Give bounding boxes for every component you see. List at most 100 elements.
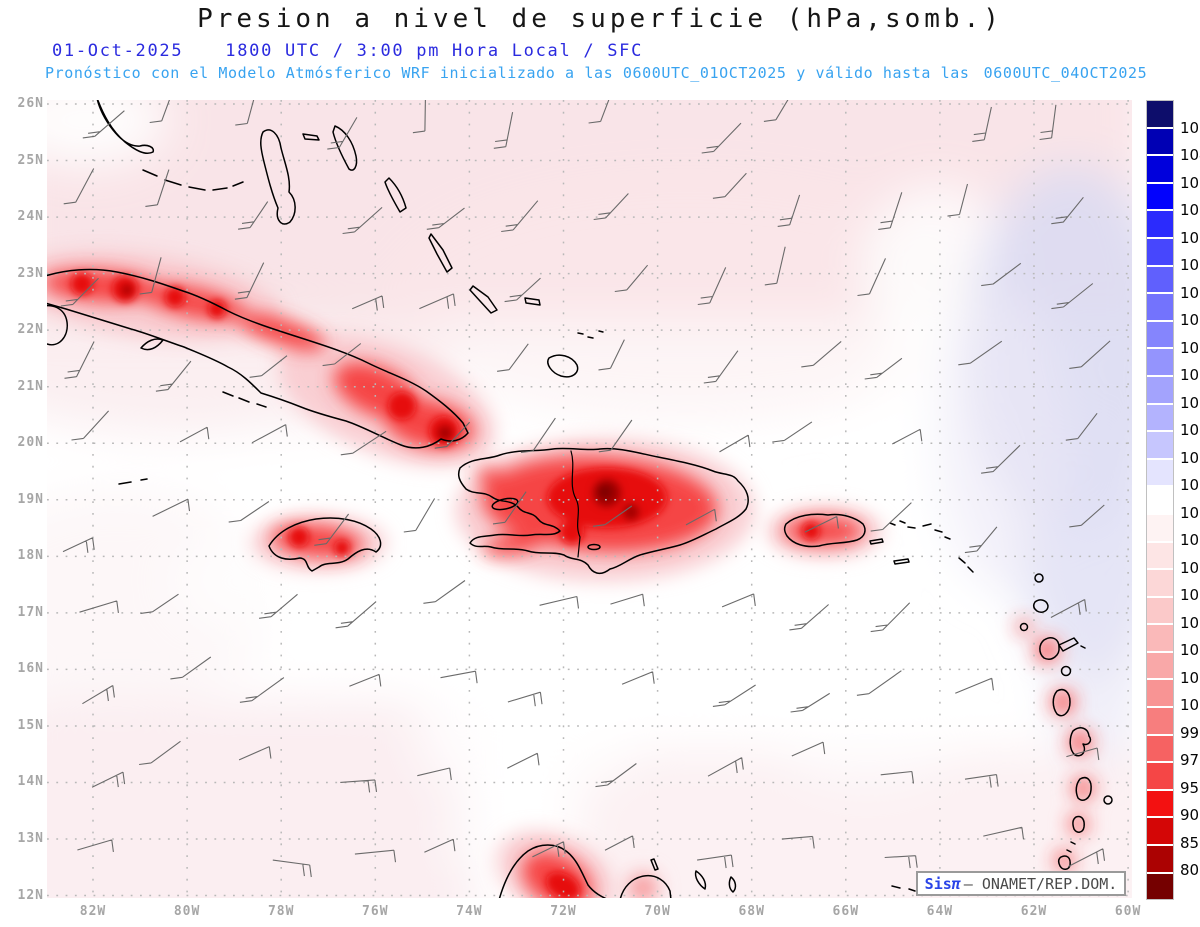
coast-guajira <box>498 844 607 898</box>
lon-tick-label: 62W <box>1020 904 1048 919</box>
colorbar-segment <box>1147 680 1173 707</box>
forecast-time: 1800 UTC / 3:00 pm Hora Local / SFC <box>225 41 644 61</box>
colorbar-segment <box>1147 404 1173 431</box>
colorbar-segment <box>1147 321 1173 348</box>
coastlines <box>47 100 1113 898</box>
coast-puerto-rico <box>783 513 866 548</box>
coast-barbuda <box>1034 573 1044 583</box>
brand-pi-symbol: π <box>951 874 961 893</box>
wind-barbs <box>60 100 1111 878</box>
border-haiti-dr <box>570 450 581 558</box>
brand-sis: Sis <box>924 874 952 893</box>
colorbar-label: 800 <box>1180 861 1200 880</box>
lon-tick-label: 68W <box>738 904 765 919</box>
coast-cuban-cays <box>222 391 267 408</box>
lon-tick-label: 76W <box>362 904 389 919</box>
colorbar-segment <box>1147 652 1173 679</box>
lon-tick-label: 72W <box>550 904 577 919</box>
coast-great-inagua <box>547 354 579 378</box>
page-title: Presion a nivel de superficie (hPa,somb.… <box>197 4 1003 34</box>
coast-zapata <box>140 338 164 351</box>
lat-tick-label: 24N <box>17 209 44 225</box>
pressure-map-svg <box>47 100 1132 898</box>
lat-tick-label: 20N <box>17 435 44 451</box>
coast-florida <box>96 100 155 154</box>
colorbar-label: 1022 <box>1180 283 1200 302</box>
lat-tick-label: 16N <box>17 661 44 677</box>
colorbar-segment <box>1147 101 1173 127</box>
colorbar-label: 1050 <box>1180 118 1200 137</box>
coast-cuba <box>47 268 469 449</box>
lon-tick-label: 82W <box>79 904 107 919</box>
colorbar-segment <box>1147 432 1173 458</box>
coast-martinique <box>1069 727 1092 757</box>
colorbar-label: 970 <box>1180 751 1200 770</box>
lat-tick-label: 12N <box>17 887 44 903</box>
lat-tick-label: 21N <box>17 378 44 394</box>
colorbar-label: 1028 <box>1180 228 1200 247</box>
colorbar-segment <box>1147 156 1173 182</box>
colorbar-segment <box>1147 873 1173 900</box>
colorbar-label: 1020 <box>1180 311 1200 330</box>
lon-tick-label: 66W <box>832 904 860 919</box>
pressure-colorbar <box>1146 100 1174 900</box>
coast-jamaica <box>268 517 382 572</box>
colorbar-label: 1018 <box>1180 366 1200 385</box>
lake-enriquillo <box>587 543 601 551</box>
forecast-date: 01-Oct-2025 <box>52 41 184 61</box>
lat-tick-label: 14N <box>17 774 44 790</box>
lat-tick-label: 23N <box>17 265 44 281</box>
coast-st-vincent <box>1072 815 1085 833</box>
colorbar-segment <box>1147 487 1173 513</box>
lon-tick-label: 74W <box>456 904 483 919</box>
colorbar-label: 1014 <box>1180 476 1200 495</box>
coast-long-island <box>428 233 453 273</box>
colorbar-segment <box>1147 735 1173 762</box>
coast-paraguana <box>619 874 672 898</box>
colorbar-label: 1030 <box>1180 201 1200 220</box>
lat-tick-label: 18N <box>17 548 44 564</box>
colorbar-segment <box>1147 183 1173 210</box>
terrain-pressure-dark-cores <box>122 285 639 520</box>
coast-montserrat <box>1019 622 1029 632</box>
forecast-valid-until: 0600UTC_04OCT2025 <box>983 64 1148 82</box>
colorbar-label: 1040 <box>1180 146 1200 165</box>
lon-tick-label: 78W <box>267 904 295 919</box>
coast-margarita <box>891 885 916 892</box>
colorbar-segment <box>1147 818 1173 845</box>
colorbar-label: 1016 <box>1180 421 1200 440</box>
coast-dominica <box>1052 688 1071 717</box>
colorbar-segment <box>1147 570 1173 596</box>
colorbar-segment <box>1147 376 1173 403</box>
lat-tick-label: 13N <box>17 831 44 847</box>
colorbar-label: 1025 <box>1180 256 1200 275</box>
coast-antigua <box>1032 599 1049 613</box>
lat-tick-label: 26N <box>17 96 44 111</box>
colorbar-segment <box>1147 266 1173 293</box>
lat-tick-label: 19N <box>17 491 44 507</box>
colorbar-label: 1004 <box>1180 641 1200 660</box>
lon-tick-label: 80W <box>173 904 201 919</box>
coast-cat-island <box>384 177 407 213</box>
colorbar-segment <box>1147 211 1173 237</box>
coast-aruba <box>650 858 659 871</box>
colorbar-label: 1017 <box>1180 393 1200 412</box>
colorbar-label: 900 <box>1180 806 1200 825</box>
colorbar-segment <box>1147 708 1173 734</box>
colorbar-segment <box>1147 459 1173 486</box>
map-canvas <box>47 100 1132 898</box>
date-line: 01-Oct-2025 1800 UTC / 3:00 pm Hora Local… <box>52 41 643 61</box>
colorbar-segment <box>1147 790 1173 817</box>
coast-grenadines <box>1066 841 1076 853</box>
coast-hispaniola <box>457 447 749 575</box>
colorbar-segment <box>1147 514 1173 541</box>
coast-eleuthera <box>332 125 358 171</box>
coast-cayman <box>118 478 148 485</box>
colorbar-label: 1002 <box>1180 668 1200 687</box>
colorbar-segment <box>1147 846 1173 872</box>
lon-tick-label: 70W <box>644 904 671 919</box>
forecast-line: Pronóstico con el Modelo Atmósferico WRF… <box>45 64 1147 82</box>
coast-barbados <box>1103 795 1113 805</box>
